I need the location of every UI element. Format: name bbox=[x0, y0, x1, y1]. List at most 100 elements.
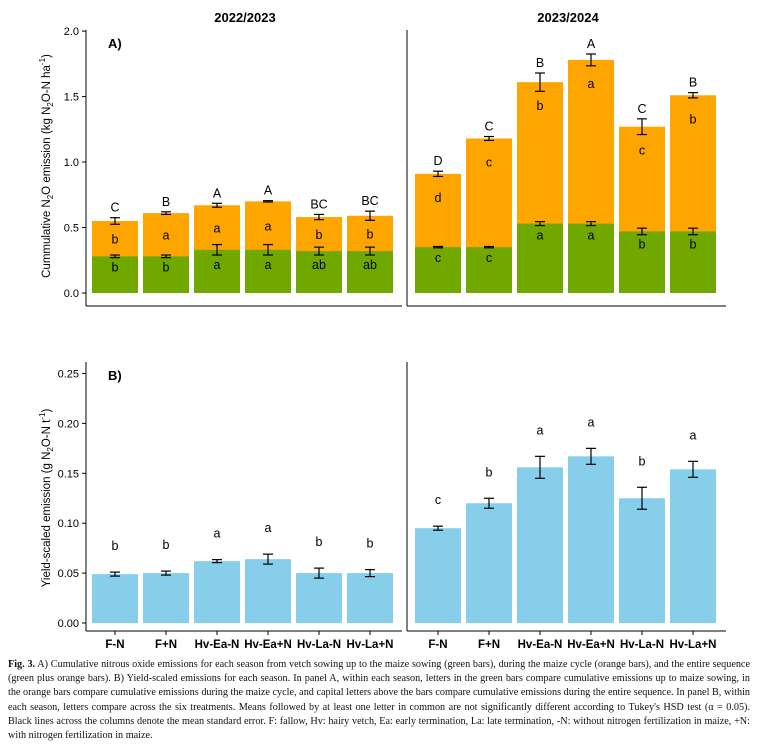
letter-b: b bbox=[486, 465, 493, 479]
bar-blue bbox=[245, 559, 291, 623]
panel-b: 0.00 0.05 0.10 0.15 0.20 0.25 b b a a b b c b a a b a F-… bbox=[38, 362, 726, 651]
bar-blue bbox=[619, 498, 665, 623]
bar-blue bbox=[670, 469, 716, 623]
letter-orange: c bbox=[639, 144, 645, 158]
bar-green bbox=[143, 256, 189, 293]
panel-a: 2022/2023 2023/2024 0.00.51.01.52.0 CbbB… bbox=[38, 10, 726, 307]
x-tick-label-b: Hv-Ea-N bbox=[518, 639, 563, 651]
x-tick-label-b: Hv-La+N bbox=[670, 639, 717, 651]
letter-b: b bbox=[639, 454, 646, 468]
y-tick-label-a: 1.0 bbox=[64, 157, 79, 169]
bar-green bbox=[415, 247, 461, 293]
y-tick-label-a: 2.0 bbox=[64, 26, 79, 38]
letter-b: a bbox=[265, 521, 272, 535]
x-tick-label-b: Hv-La+N bbox=[347, 639, 394, 651]
letter-orange: b bbox=[112, 233, 119, 247]
bar-green bbox=[245, 249, 291, 293]
letter-total: B bbox=[162, 195, 170, 209]
letter-total: C bbox=[484, 120, 493, 134]
letter-orange: b bbox=[690, 112, 697, 126]
y-tick-label-b: 0.00 bbox=[58, 618, 79, 630]
bar-green bbox=[92, 256, 138, 293]
y-axis-label-a: Cummulative N2O emission (kg N2O-N ha-1) bbox=[38, 54, 55, 278]
letter-b: c bbox=[435, 493, 441, 507]
letter-green: b bbox=[690, 238, 697, 252]
letter-b: a bbox=[214, 527, 221, 541]
letter-orange: b bbox=[537, 99, 544, 113]
y-axis-label-b: Yield-scaled emission (g N2O-N t-1) bbox=[38, 409, 55, 588]
caption-fig-label: Fig. 3. bbox=[8, 659, 36, 670]
letter-green: b bbox=[639, 238, 646, 252]
bar-blue bbox=[194, 561, 240, 623]
letter-total: D bbox=[433, 154, 442, 168]
x-tick-label-b: Hv-Ea+N bbox=[244, 639, 292, 651]
letter-green: a bbox=[214, 258, 221, 272]
panel-label-b: B) bbox=[108, 368, 122, 383]
letter-b: b bbox=[163, 538, 170, 552]
y-tick-label-a: 1.5 bbox=[64, 92, 79, 104]
letter-total: B bbox=[689, 76, 697, 90]
y-tick-label-a: 0.5 bbox=[64, 223, 79, 235]
x-tick-labels-b: F-N F+N Hv-Ea-N Hv-Ea+N Hv-La-N Hv-La+N F-N F+N… bbox=[105, 631, 716, 651]
letter-green: c bbox=[435, 251, 441, 265]
bar-green bbox=[517, 223, 563, 293]
figure: 2022/2023 2023/2024 0.00.51.01.52.0 CbbB… bbox=[38, 10, 726, 651]
letter-total: BC bbox=[310, 197, 327, 211]
letter-green: b bbox=[163, 261, 170, 275]
season-title-2023-2024: 2023/2024 bbox=[537, 10, 599, 25]
bar-green bbox=[670, 231, 716, 293]
bar-blue bbox=[347, 573, 393, 623]
letter-green: a bbox=[265, 258, 272, 272]
letter-orange: d bbox=[435, 191, 442, 205]
letter-b: a bbox=[588, 415, 595, 429]
letter-total: C bbox=[637, 102, 646, 116]
letter-total: A bbox=[587, 37, 596, 51]
letter-orange: b bbox=[367, 227, 374, 241]
letter-green: a bbox=[537, 229, 544, 243]
letter-b: a bbox=[690, 428, 697, 442]
letter-green: c bbox=[486, 251, 492, 265]
y-tick-label-a: 0.0 bbox=[64, 288, 79, 300]
bar-blue bbox=[466, 503, 512, 623]
letter-b: a bbox=[537, 423, 544, 437]
letter-total: C bbox=[110, 201, 119, 215]
x-tick-label-b: F-N bbox=[105, 639, 124, 651]
x-tick-label-b: Hv-Ea+N bbox=[567, 639, 615, 651]
y-ticks-b: 0.00 0.05 0.10 0.15 0.20 0.25 bbox=[58, 369, 86, 630]
x-tick-label-b: Hv-La-N bbox=[297, 639, 341, 651]
letter-total: A bbox=[264, 184, 273, 198]
letter-total: A bbox=[213, 186, 222, 200]
letter-orange: a bbox=[163, 229, 170, 243]
bar-green bbox=[296, 251, 342, 293]
bar-blue bbox=[415, 528, 461, 623]
y-tick-label-b: 0.10 bbox=[58, 518, 79, 530]
letter-green: b bbox=[112, 261, 119, 275]
panel-label-a: A) bbox=[108, 36, 122, 51]
y-tick-label-b: 0.20 bbox=[58, 418, 79, 430]
letter-b: b bbox=[367, 537, 374, 551]
figure-caption: Fig. 3. A) Cumulative nitrous oxide emis… bbox=[8, 658, 750, 743]
bar-blue bbox=[568, 456, 614, 623]
x-tick-label-b: Hv-La-N bbox=[620, 639, 664, 651]
letter-orange: a bbox=[265, 220, 272, 234]
y-tick-label-b: 0.25 bbox=[58, 369, 79, 381]
bar-green bbox=[466, 247, 512, 293]
letter-orange: a bbox=[214, 222, 221, 236]
letter-total: B bbox=[536, 56, 544, 70]
letter-b: b bbox=[316, 535, 323, 549]
bar-green bbox=[619, 231, 665, 293]
bar-blue bbox=[143, 573, 189, 623]
x-tick-label-b: Hv-Ea-N bbox=[195, 639, 240, 651]
season-title-2022-2023: 2022/2023 bbox=[214, 10, 275, 25]
letter-green: a bbox=[588, 229, 595, 243]
letter-orange: a bbox=[588, 77, 595, 91]
bars-b: b b a a b b c b a a b a bbox=[92, 415, 716, 623]
bar-green bbox=[347, 251, 393, 293]
letter-orange: c bbox=[486, 155, 492, 169]
bar-blue bbox=[517, 467, 563, 623]
letter-orange: b bbox=[316, 228, 323, 242]
x-tick-label-b: F-N bbox=[428, 639, 447, 651]
y-tick-label-b: 0.05 bbox=[58, 568, 79, 580]
y-tick-label-b: 0.15 bbox=[58, 468, 79, 480]
